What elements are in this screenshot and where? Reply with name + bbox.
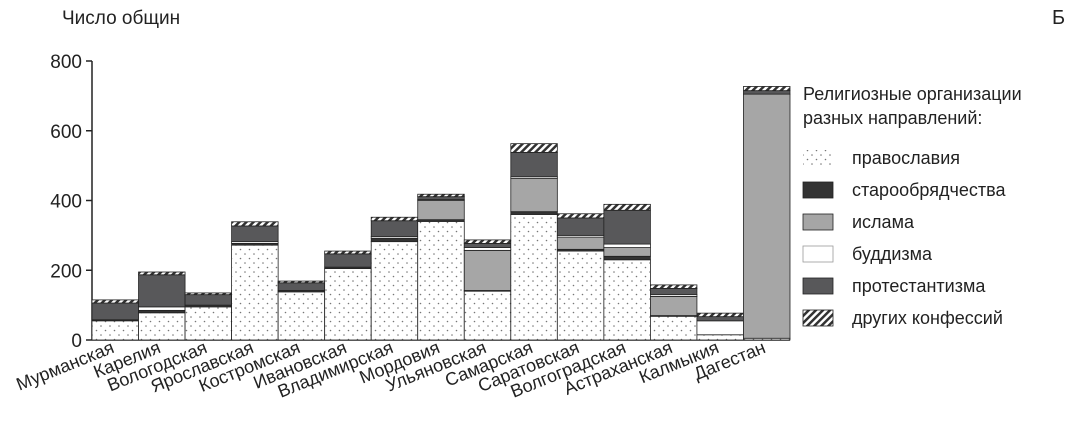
bar-segment [696,320,744,336]
bar-segment [510,143,558,153]
bar-segment [324,253,372,268]
bar-segment [138,306,186,311]
bar-segment [231,221,279,227]
bar-segment [556,213,605,219]
bar-segment [231,225,279,243]
legend-label: старообрядчества [852,180,1006,200]
bar-segment [463,242,512,248]
y-tick-label: 0 [71,331,82,352]
legend-label: православия [852,148,960,168]
bar-segment [696,316,744,322]
bar-segment [650,287,698,296]
y-tick-label: 400 [50,192,82,213]
bar-segment [324,268,372,341]
bar-segment [510,214,558,341]
bar-segment [184,292,232,296]
bar-segment [696,312,744,318]
legend-title-line-2: разных направлений: [803,108,982,128]
legend-swatch [802,245,834,263]
bar-segment [743,86,791,92]
y-tick-label: 800 [50,52,82,73]
bar-segment [510,151,558,178]
legend-swatch [803,150,833,166]
bar-segment [277,280,326,284]
bar-segment [603,203,651,211]
bar-segment [743,90,791,95]
bar-segment [743,93,791,339]
bar-segment [417,200,465,221]
bar-segment [277,282,326,291]
bar-segment [510,178,558,213]
legend-swatch [802,181,834,199]
y-axis-label: Число общин [62,8,180,29]
bar-segment [277,291,326,341]
bar-segment [463,290,512,341]
legend-label: ислама [852,212,915,232]
bar-segment [370,220,419,237]
bar-segment [231,244,279,341]
bar-segment [603,255,651,261]
bar-segment [91,299,139,304]
bar-segment [370,241,419,341]
y-tick-label: 200 [50,261,82,282]
bar-segment [463,249,512,291]
bar-segment [138,312,186,341]
legend-label: протестантизма [852,276,986,296]
legend-swatch [802,309,834,327]
panel-label: Б [1052,7,1065,29]
legend-title-line-1: Религиозные организации [803,84,1022,104]
bar-segment [650,284,698,289]
bar-segment [417,221,465,341]
bar-segment [510,211,558,215]
bar-segment [417,196,465,200]
bar-segment [556,217,605,236]
bar-segment [370,237,419,243]
x-tick-labels: МурманскаяКарелияВологодскаяЯрославскаяК… [13,337,768,401]
bar-segment [184,306,232,341]
y-tick-label: 600 [50,122,82,143]
bar-segment [556,236,605,250]
bar-segment [603,243,651,248]
legend-swatch [802,277,834,295]
bar-segment [463,247,512,251]
bar-segment [556,250,605,341]
bar-segment [138,271,186,276]
legend-label: буддизма [852,244,933,264]
bar-segment [138,274,186,308]
bar-segment [696,334,744,341]
bar-segment [463,239,512,244]
legend-swatch [802,213,834,231]
bar-segment [91,302,139,321]
bar-segment [650,315,698,341]
legend: Религиозные организации разных направлен… [802,84,1022,328]
bar-segment [370,216,419,222]
bar-segment [603,209,651,245]
bar-segment [324,250,372,255]
y-ticks: 0 200 400 600 800 [50,52,92,352]
legend-label: других конфессий [852,308,1003,328]
bar-segment [91,320,139,341]
bar-segment [603,259,651,341]
bars [91,86,791,341]
bar-segment [184,294,232,306]
bar-segment [650,296,698,316]
bar-segment [603,247,651,257]
bar-segment [417,193,465,198]
